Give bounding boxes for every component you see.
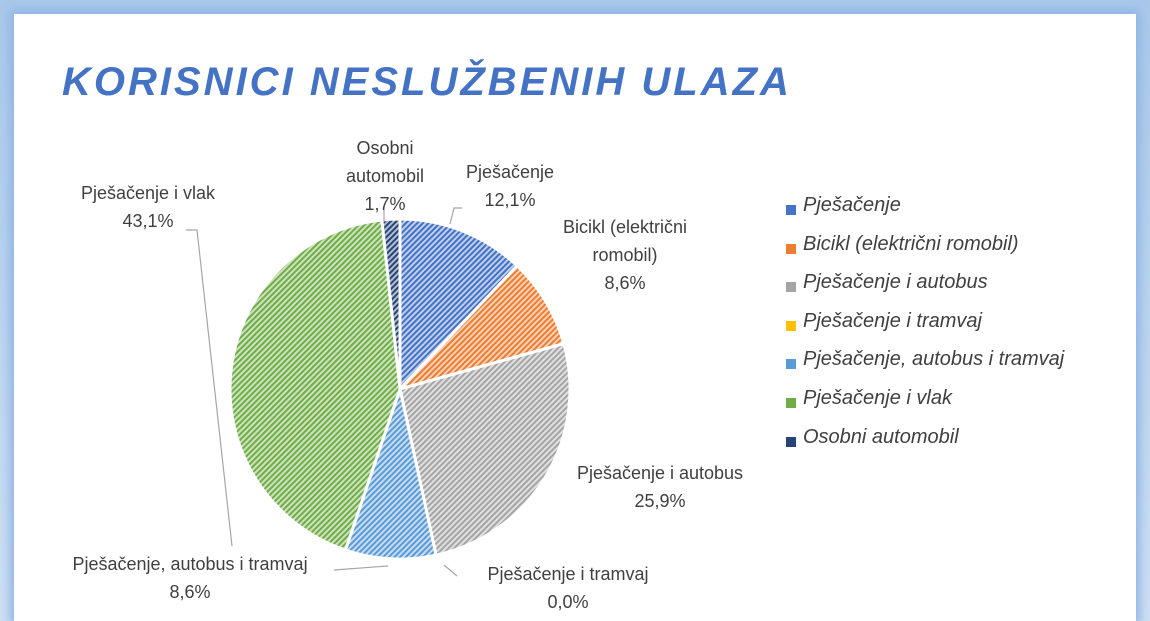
- data-label-value: 25,9%: [634, 491, 686, 511]
- leader-line: [186, 229, 233, 547]
- pie-slice: [380, 217, 402, 391]
- pie-slice: [343, 387, 438, 561]
- legend-swatch: [786, 243, 796, 254]
- data-label: Pješačenje, autobus i tramvaj 8,6%: [40, 550, 340, 606]
- data-label: Pješačenje i vlak 43,1%: [38, 179, 258, 235]
- legend-swatch: [786, 205, 796, 215]
- leader-lines: [186, 207, 462, 577]
- chart-frame: KORISNICI NESLUŽBENIH ULAZA Pješačenje 12…: [14, 14, 1136, 621]
- data-label-name: Pješačenje i tramvaj: [487, 564, 649, 584]
- legend-label: Pješačenje i tramvaj: [803, 309, 982, 332]
- legend-label: Pješačenje i autobus: [803, 271, 988, 294]
- leader-line: [449, 207, 462, 225]
- data-label-name: Pješačenje, autobus i tramvaj: [72, 554, 308, 574]
- data-label-value: 1,7%: [364, 194, 406, 214]
- pie-slice: [228, 218, 402, 552]
- legend-swatch: [786, 436, 796, 447]
- data-label: Pješačenje 12,1%: [455, 158, 565, 214]
- data-label-value: 0,0%: [547, 592, 589, 612]
- data-label: Bicikl (električni romobil) 8,6%: [540, 213, 710, 297]
- data-label: Pješačenje i tramvaj 0,0%: [458, 560, 678, 616]
- chart-title: KORISNICI NESLUŽBENIH ULAZA: [62, 60, 792, 104]
- data-label-value: 8,6%: [169, 582, 211, 602]
- legend-label: Osobni automobil: [803, 425, 959, 448]
- leader-line: [443, 564, 458, 577]
- data-label-name: Pješačenje: [465, 162, 555, 182]
- legend-swatch: [786, 320, 796, 331]
- data-label-name: Bicikl (električni romobil): [562, 217, 688, 265]
- legend-swatch: [786, 398, 796, 408]
- data-label-name: Pješačenje i vlak: [80, 183, 216, 203]
- data-label: Pješačenje i autobus 25,9%: [560, 459, 760, 515]
- legend-swatch: [786, 359, 796, 370]
- data-label-value: 12,1%: [484, 190, 536, 210]
- data-label-name: Pješačenje i autobus: [576, 463, 744, 483]
- pie-slice: [398, 264, 566, 391]
- legend-label: Pješačenje, autobus i tramvaj: [803, 348, 1065, 371]
- legend-swatch: [786, 282, 796, 293]
- data-label-value: 8,6%: [604, 273, 646, 293]
- pie-slice: [398, 342, 572, 557]
- legend-label: Pješačenje: [803, 194, 901, 216]
- data-label: Osobni automobil 1,7%: [330, 134, 440, 218]
- legend-label: Pješačenje i vlak: [803, 387, 952, 409]
- leader-line: [333, 565, 389, 571]
- pie-slice: [398, 217, 519, 391]
- data-label-value: 43,1%: [122, 211, 174, 231]
- legend-label: Bicikl (električni romobil): [803, 232, 1019, 255]
- pie: [228, 217, 572, 561]
- data-label-name: Osobni automobil: [345, 138, 425, 186]
- chart: [186, 207, 572, 577]
